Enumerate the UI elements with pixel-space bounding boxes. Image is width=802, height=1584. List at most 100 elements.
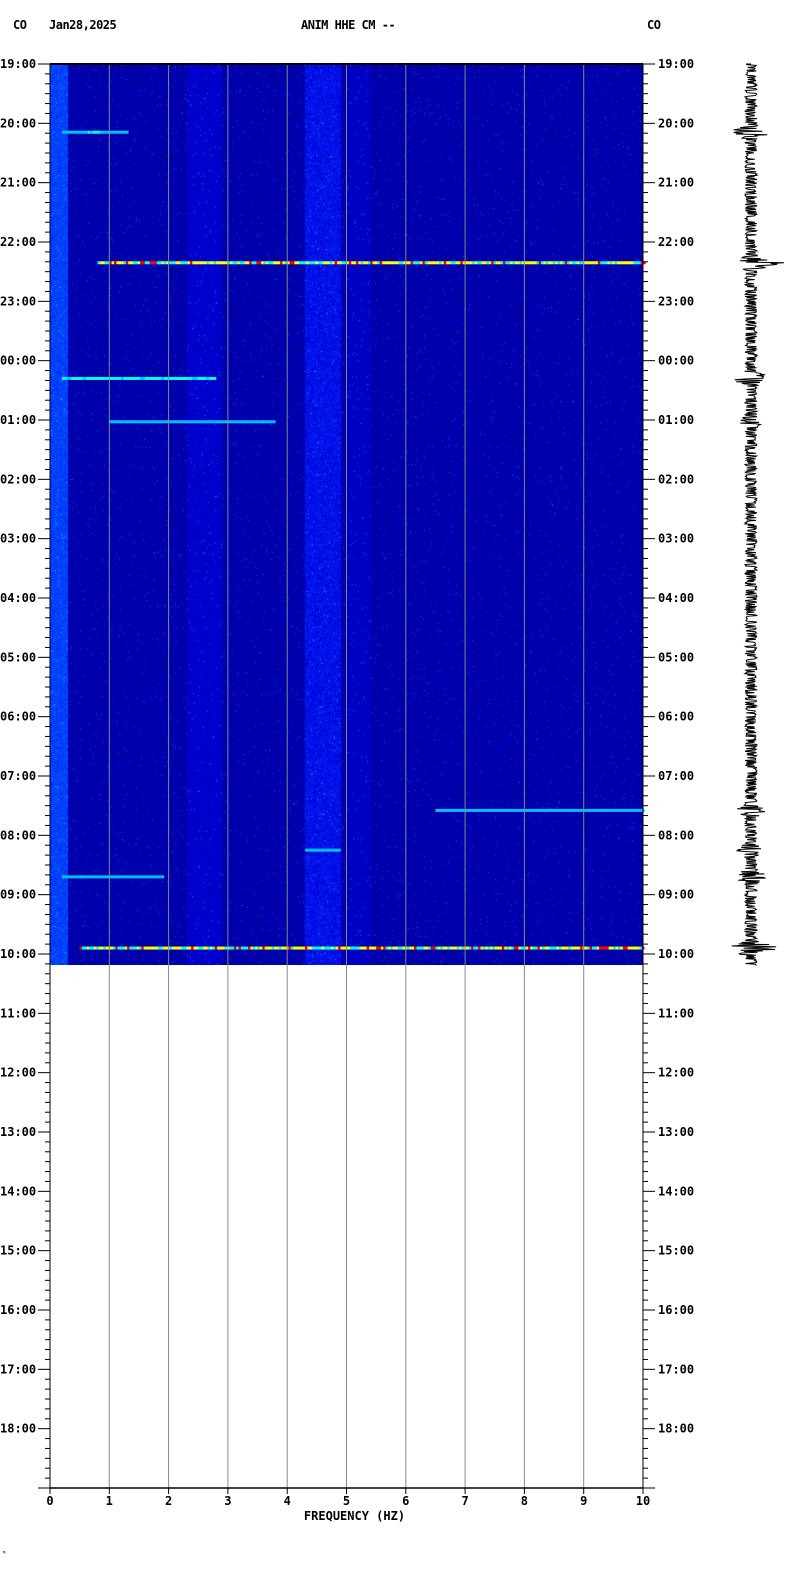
event-mark-4 [577, 808, 581, 812]
event-mark-4 [485, 808, 488, 812]
event-mark-2 [118, 376, 122, 380]
event-mark-7 [610, 946, 614, 950]
event-mark-7 [397, 946, 401, 950]
event-mark-3 [121, 420, 124, 424]
y-tick-label-left: 23:00 [0, 294, 36, 308]
footer-mark: ᴹ [2, 1550, 7, 1558]
event-mark-3 [180, 420, 184, 424]
event-mark-1 [206, 261, 210, 265]
event-mark-3 [114, 420, 117, 424]
event-mark-7 [150, 946, 154, 950]
event-mark-7 [634, 946, 638, 950]
event-mark-3 [149, 420, 153, 424]
event-mark-7 [155, 946, 159, 950]
event-mark-3 [235, 420, 238, 424]
event-mark-0 [121, 130, 124, 134]
event-mark-3 [142, 420, 146, 424]
event-mark-1 [398, 261, 402, 265]
event-mark-1 [114, 261, 117, 265]
event-mark-4 [599, 808, 602, 812]
event-mark-7 [162, 946, 166, 950]
event-mark-1 [633, 261, 637, 265]
event-mark-1 [353, 261, 357, 265]
event-mark-2 [213, 376, 217, 380]
event-mark-4 [608, 808, 612, 812]
event-mark-4 [632, 808, 635, 812]
y-tick-label-left: 10:00 [0, 947, 36, 961]
event-mark-7 [402, 946, 405, 950]
event-mark-1 [526, 261, 530, 265]
event-mark-1 [517, 261, 520, 265]
event-mark-2 [109, 376, 112, 380]
event-mark-2 [128, 376, 131, 380]
event-mark-7 [295, 946, 299, 950]
event-mark-7 [369, 946, 372, 950]
event-mark-7 [452, 946, 455, 950]
event-mark-1 [284, 261, 288, 265]
event-mark-7 [461, 946, 465, 950]
event-mark-7 [188, 946, 192, 950]
event-mark-1 [481, 261, 485, 265]
event-mark-5 [338, 848, 341, 852]
event-mark-3 [265, 420, 269, 424]
event-mark-2 [137, 376, 141, 380]
event-mark-0 [125, 130, 129, 134]
event-mark-1 [443, 261, 447, 265]
event-mark-1 [106, 261, 110, 265]
event-mark-6 [104, 875, 108, 879]
y-tick-label-left: 01:00 [0, 413, 36, 427]
event-mark-7 [202, 946, 206, 950]
event-mark-1 [541, 261, 544, 265]
event-mark-7 [490, 946, 493, 950]
event-mark-4 [459, 808, 462, 812]
event-mark-7 [214, 946, 218, 950]
event-mark-5 [304, 848, 308, 852]
event-mark-7 [350, 946, 353, 950]
event-mark-3 [218, 420, 222, 424]
event-mark-4 [615, 808, 619, 812]
event-mark-1 [609, 261, 613, 265]
event-mark-4 [535, 808, 538, 812]
event-mark-0 [71, 130, 75, 134]
event-mark-1 [382, 261, 385, 265]
event-mark-7 [537, 946, 541, 950]
event-mark-1 [624, 261, 627, 265]
event-mark-1 [533, 261, 537, 265]
event-mark-3 [263, 420, 267, 424]
event-mark-4 [456, 808, 460, 812]
event-mark-1 [111, 261, 115, 265]
event-mark-3 [242, 420, 245, 424]
x-tick-label: 7 [461, 1494, 468, 1508]
event-mark-2 [175, 376, 179, 380]
network-left: CO [13, 18, 27, 32]
event-mark-1 [543, 261, 547, 265]
event-mark-1 [310, 261, 314, 265]
y-tick-label-left: 20:00 [0, 116, 36, 130]
event-mark-0 [97, 130, 101, 134]
event-mark-1 [199, 261, 203, 265]
event-mark-1 [187, 261, 191, 265]
event-mark-6 [142, 875, 146, 879]
event-mark-7 [245, 946, 249, 950]
y-tick-label-right: 18:00 [658, 1422, 694, 1436]
event-mark-1 [329, 261, 333, 265]
event-mark-1 [424, 261, 428, 265]
event-mark-1 [365, 261, 369, 265]
y-tick-label-left: 19:00 [0, 57, 36, 71]
event-mark-1 [151, 261, 155, 265]
event-mark-7 [124, 946, 128, 950]
event-mark-7 [264, 946, 268, 950]
event-mark-4 [587, 808, 590, 812]
event-mark-6 [76, 875, 79, 879]
event-mark-1 [626, 261, 630, 265]
event-mark-6 [135, 875, 139, 879]
event-mark-7 [613, 946, 617, 950]
event-mark-3 [272, 420, 276, 424]
event-mark-0 [109, 130, 112, 134]
event-mark-6 [61, 875, 65, 879]
event-mark-5 [321, 848, 325, 852]
y-tick-label-left: 21:00 [0, 176, 36, 190]
event-mark-6 [125, 875, 129, 879]
event-mark-3 [216, 420, 219, 424]
event-mark-1 [372, 261, 376, 265]
